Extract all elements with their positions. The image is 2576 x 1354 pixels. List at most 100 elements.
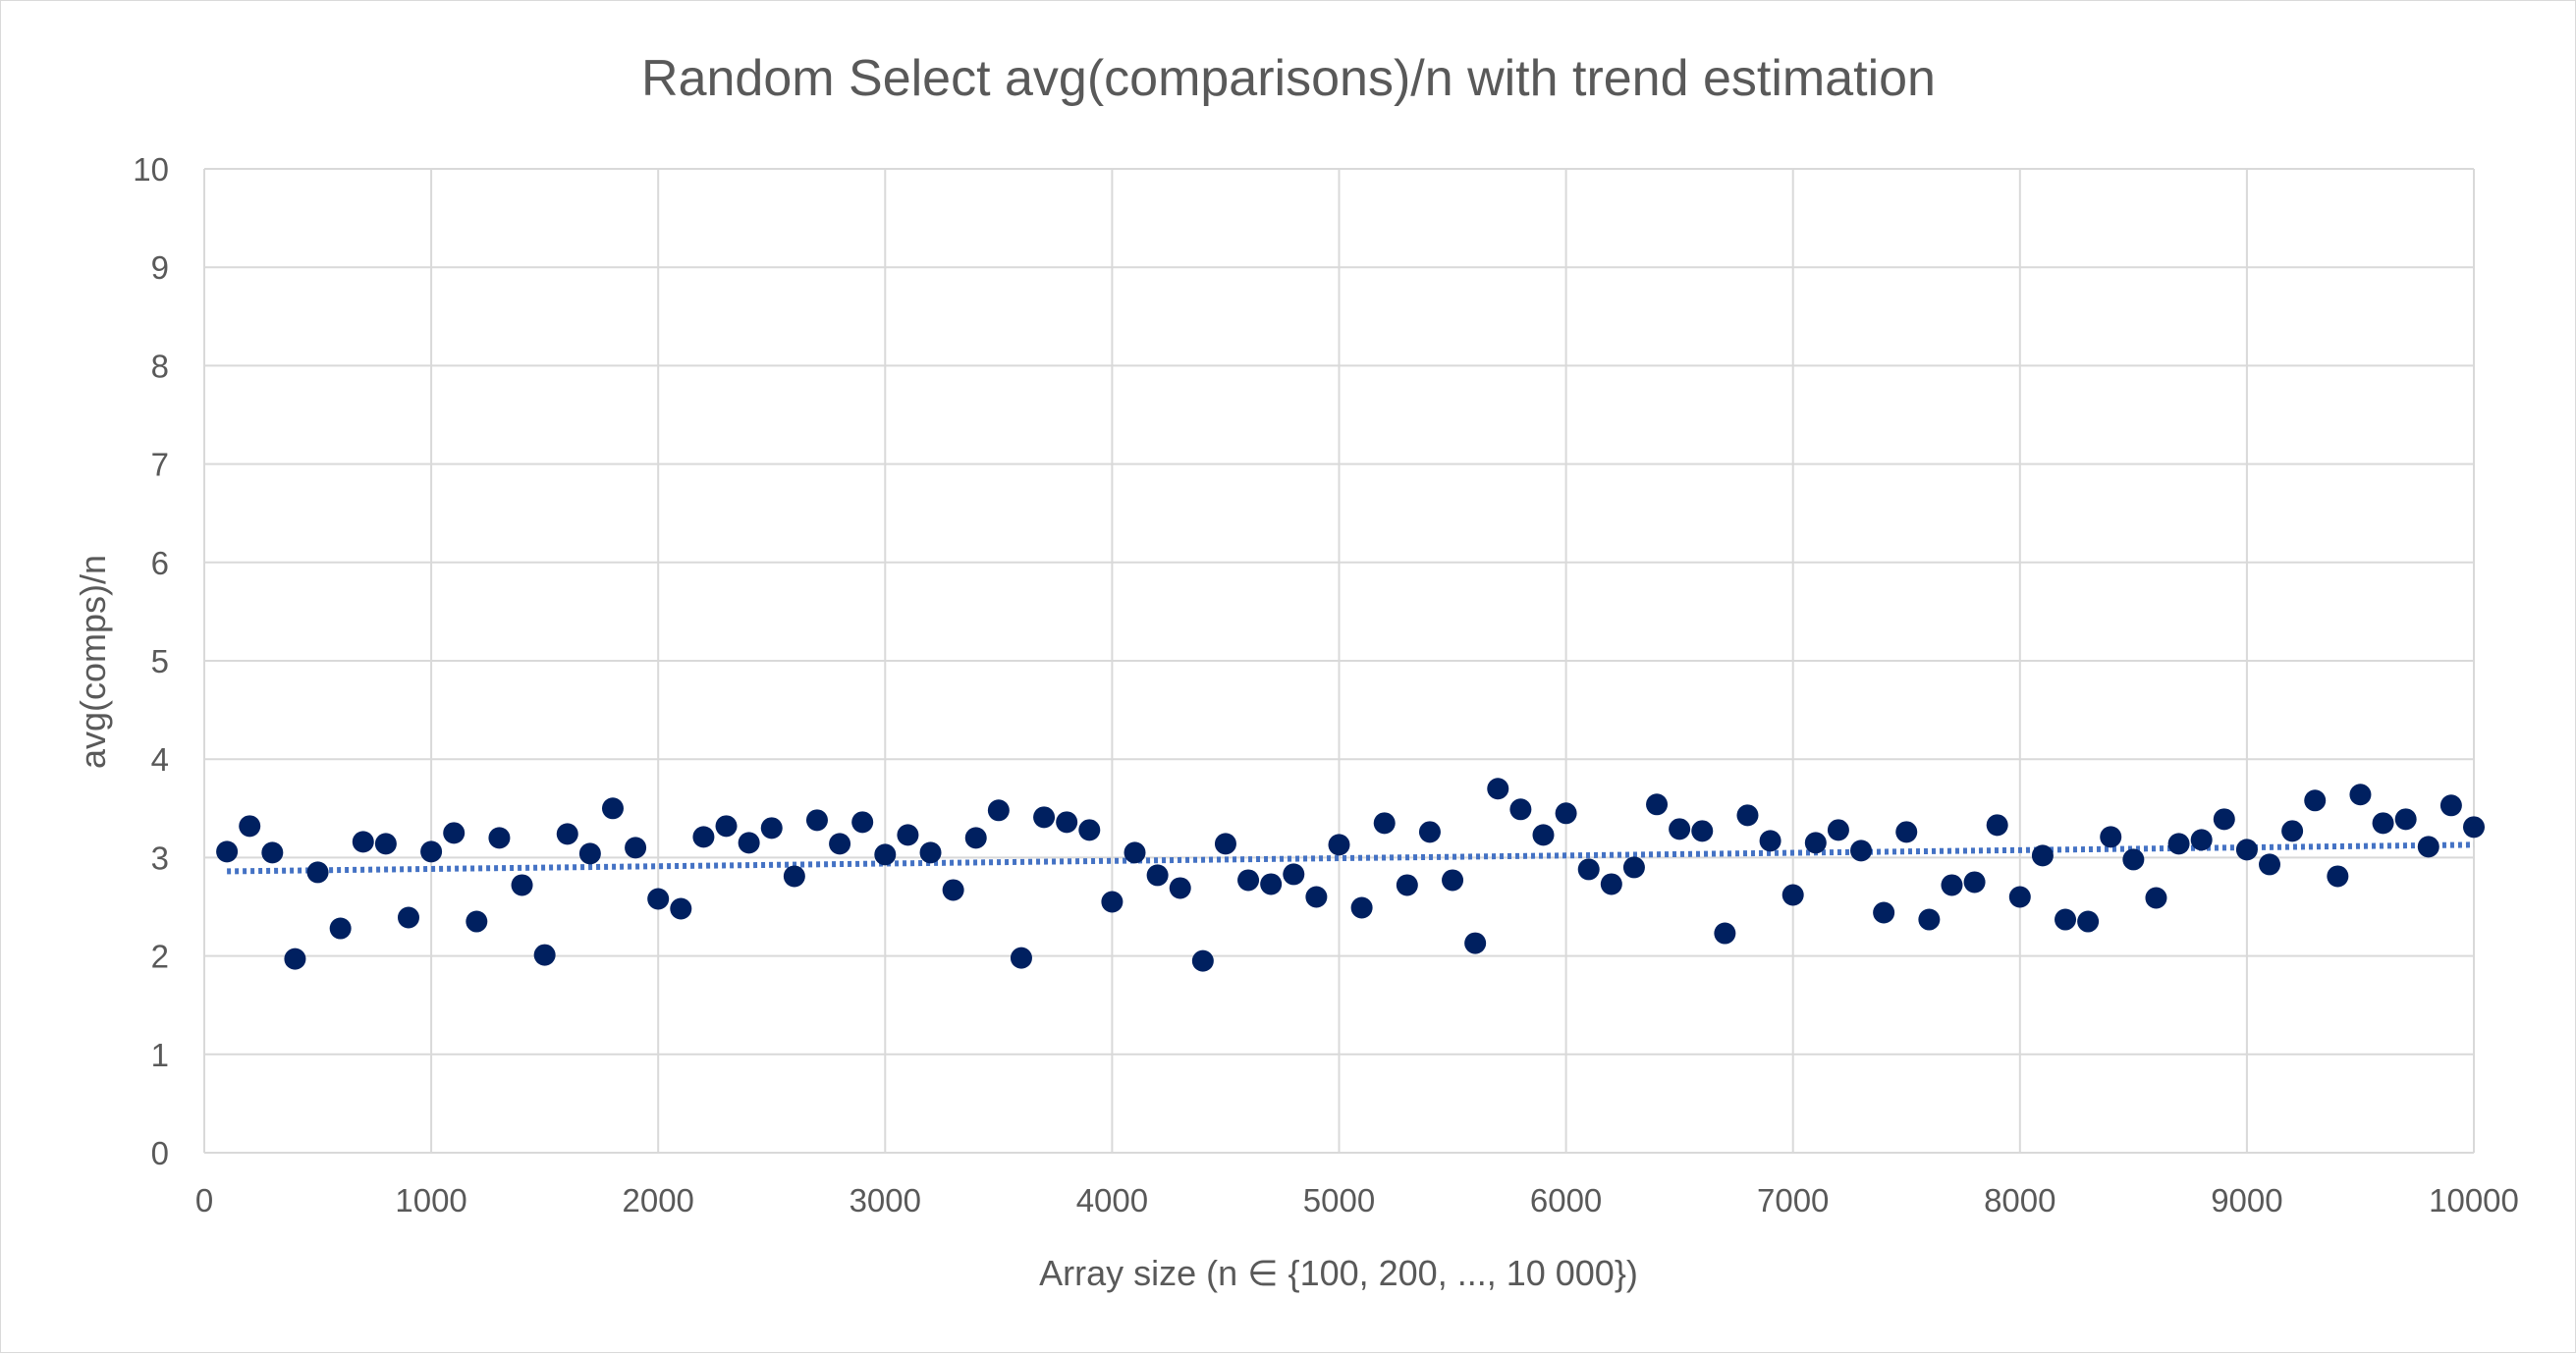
chart-title: Random Select avg(comparisons)/n with tr…: [641, 50, 1936, 107]
y-tick-label: 5: [151, 643, 169, 679]
x-tick-label: 8000: [1984, 1182, 2055, 1219]
data-point: [1124, 841, 1146, 864]
data-point: [1101, 891, 1124, 913]
data-point: [1577, 858, 1600, 881]
data-point: [2394, 808, 2417, 831]
data-point: [1464, 932, 1487, 954]
data-point: [1827, 819, 1849, 841]
data-point: [2077, 910, 2100, 933]
data-point: [2055, 908, 2077, 931]
data-point: [2190, 829, 2213, 851]
data-point: [942, 879, 964, 901]
data-point: [1873, 901, 1895, 924]
data-point: [829, 833, 851, 855]
data-point: [239, 815, 261, 838]
data-point: [352, 831, 374, 853]
data-point: [1191, 949, 1214, 972]
data-point: [2031, 844, 2054, 867]
y-tick-label: 1: [151, 1037, 169, 1073]
tick-labels: 0 1 2 3 4 5 6 7 8 9 10 0 1000 2000 3000 4000 5000 6000 700…: [133, 151, 2519, 1219]
data-point: [1328, 834, 1350, 856]
data-point: [374, 833, 397, 855]
y-tick-label: 7: [151, 447, 169, 483]
data-point: [1237, 869, 1260, 892]
data-point: [874, 843, 897, 866]
data-point: [760, 817, 783, 839]
data-point: [2281, 820, 2304, 842]
data-point: [1850, 839, 1873, 862]
data-point: [1214, 833, 1236, 855]
data-point: [2100, 826, 2122, 848]
data-point: [1146, 864, 1169, 887]
data-point: [738, 832, 760, 854]
data-point: [987, 799, 1010, 822]
data-point: [216, 840, 239, 863]
data-point: [261, 841, 284, 864]
x-tick-label: 4000: [1076, 1182, 1148, 1219]
y-tick-label: 0: [151, 1135, 169, 1171]
data-point: [533, 944, 556, 966]
data-point: [2259, 853, 2281, 876]
data-points: [216, 778, 2485, 972]
x-tick-label: 2000: [622, 1182, 693, 1219]
data-point: [1646, 793, 1669, 816]
data-point: [2213, 808, 2235, 831]
data-point: [1487, 778, 1509, 800]
data-point: [1396, 874, 1418, 896]
data-point: [2145, 887, 2167, 909]
data-point: [578, 842, 601, 865]
data-point: [1669, 818, 1691, 840]
data-point: [805, 809, 828, 832]
data-point: [2235, 839, 2258, 861]
y-tick-label: 3: [151, 839, 169, 876]
y-tick-label: 4: [151, 741, 169, 778]
x-tick-label: 10000: [2429, 1182, 2519, 1219]
data-point: [1169, 877, 1191, 899]
data-point: [556, 823, 578, 845]
data-point: [1350, 896, 1373, 919]
data-point: [420, 840, 443, 863]
data-point: [1600, 873, 1622, 895]
data-point: [488, 827, 511, 849]
data-point: [2304, 789, 2327, 812]
data-point: [1986, 814, 2008, 837]
data-point: [1691, 820, 1714, 842]
x-tick-label: 3000: [850, 1182, 921, 1219]
data-point: [647, 888, 670, 910]
data-point: [1283, 863, 1305, 886]
data-point: [1941, 874, 1963, 896]
data-point: [625, 837, 647, 859]
data-point: [1918, 908, 1941, 931]
x-tick-label: 1000: [395, 1182, 466, 1219]
data-point: [1260, 873, 1283, 895]
data-point: [2439, 794, 2462, 817]
data-point: [1736, 804, 1759, 827]
data-point: [919, 841, 942, 864]
data-point: [1033, 806, 1056, 829]
data-point: [1963, 871, 1986, 894]
y-tick-label: 6: [151, 545, 169, 581]
data-point: [897, 824, 919, 846]
x-tick-label: 9000: [2211, 1182, 2282, 1219]
data-point: [601, 797, 624, 820]
data-point: [397, 906, 419, 929]
data-point: [2327, 865, 2349, 888]
gridlines: [203, 168, 2475, 1154]
data-point: [1555, 802, 1577, 825]
y-tick-label: 2: [151, 939, 169, 975]
x-tick-label: 6000: [1530, 1182, 1602, 1219]
data-point: [2463, 816, 2485, 839]
data-point: [715, 815, 738, 838]
data-point: [1305, 886, 1328, 908]
data-point: [511, 874, 533, 896]
data-point: [1373, 812, 1396, 835]
y-tick-label: 10: [133, 151, 169, 188]
data-point: [1532, 824, 1555, 846]
data-point: [2417, 836, 2439, 858]
data-point: [1759, 830, 1781, 852]
data-point: [1622, 856, 1645, 879]
x-axis-label: Array size (n ∈ {100, 200, ..., 10 000}): [1039, 1253, 1638, 1293]
x-tick-label: 7000: [1757, 1182, 1829, 1219]
y-tick-label: 9: [151, 249, 169, 286]
